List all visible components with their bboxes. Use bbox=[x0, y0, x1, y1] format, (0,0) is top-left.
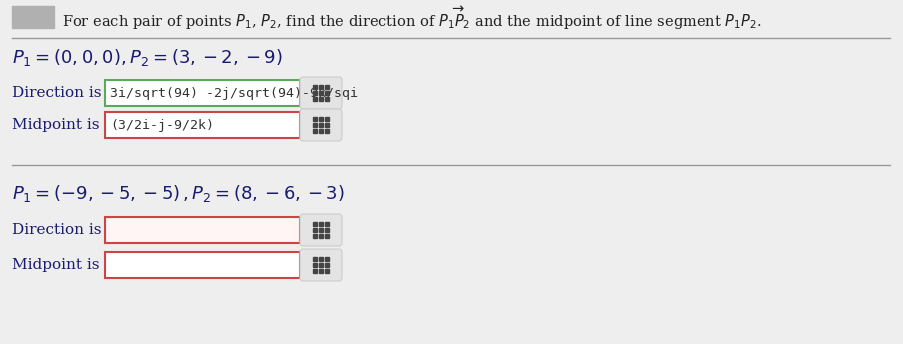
FancyBboxPatch shape bbox=[105, 80, 300, 106]
Text: $P_1 = (0, 0, 0), P_2 = (3, -2, -9)$: $P_1 = (0, 0, 0), P_2 = (3, -2, -9)$ bbox=[12, 47, 283, 68]
Text: 3i/sqrt(94) -2j/sqrt(94)-9k/sqi: 3i/sqrt(94) -2j/sqrt(94)-9k/sqi bbox=[110, 86, 358, 99]
FancyBboxPatch shape bbox=[300, 214, 341, 246]
FancyBboxPatch shape bbox=[300, 77, 341, 109]
FancyBboxPatch shape bbox=[12, 6, 54, 28]
FancyBboxPatch shape bbox=[105, 217, 300, 243]
Text: Direction is: Direction is bbox=[12, 86, 101, 100]
Text: For each pair of points $P_1$, $P_2$, find the direction of $\overrightarrow{P_1: For each pair of points $P_1$, $P_2$, fi… bbox=[62, 4, 761, 32]
FancyBboxPatch shape bbox=[105, 112, 300, 138]
FancyBboxPatch shape bbox=[300, 109, 341, 141]
FancyBboxPatch shape bbox=[105, 252, 300, 278]
Text: $P_1 = (-9, -5, -5)\,, P_2 = (8, -6, -3)$: $P_1 = (-9, -5, -5)\,, P_2 = (8, -6, -3)… bbox=[12, 183, 344, 204]
Text: Direction is: Direction is bbox=[12, 223, 101, 237]
FancyBboxPatch shape bbox=[300, 249, 341, 281]
Text: Midpoint is: Midpoint is bbox=[12, 258, 99, 272]
Text: Midpoint is: Midpoint is bbox=[12, 118, 99, 132]
Text: (3/2i-j-9/2k): (3/2i-j-9/2k) bbox=[110, 118, 214, 131]
